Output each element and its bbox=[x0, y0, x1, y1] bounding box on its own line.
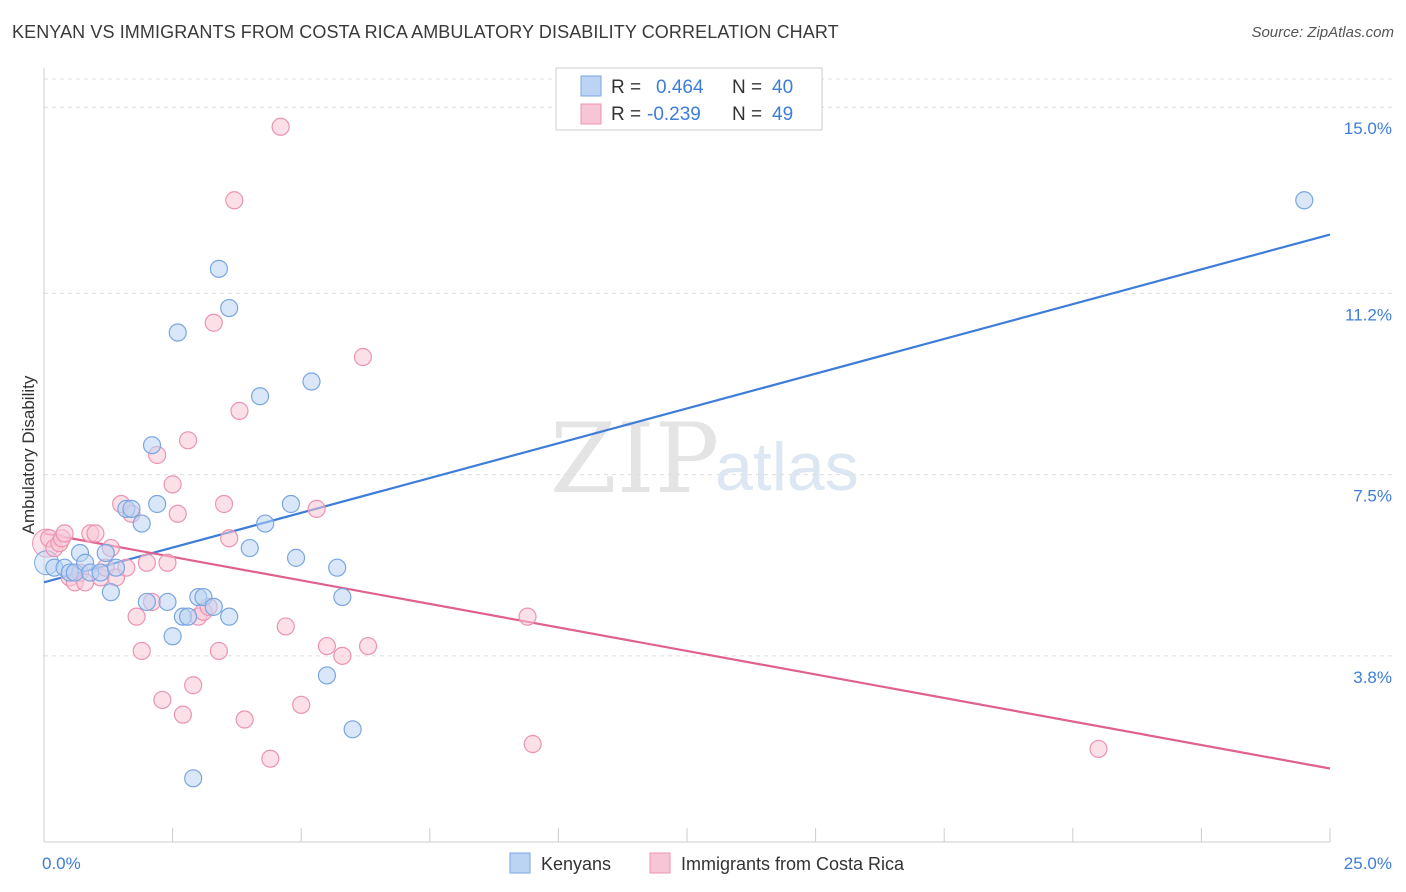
legend-n-value-costa-rica: 49 bbox=[772, 104, 793, 125]
x-tick-label-min: 0.0% bbox=[42, 854, 81, 873]
point-kenyans-29 bbox=[240, 538, 259, 558]
point-costa-rica-20 bbox=[137, 553, 156, 572]
point-kenyans-8 bbox=[96, 543, 115, 563]
chart-title: KENYAN VS IMMIGRANTS FROM COSTA RICA AMB… bbox=[12, 22, 839, 42]
legend-r-value-costa-rica: -0.239 bbox=[647, 104, 701, 125]
point-costa-rica-29 bbox=[184, 676, 203, 695]
point-costa-rica-4 bbox=[55, 524, 74, 543]
legend-r-label-costa-rica: R = bbox=[611, 104, 641, 125]
watermark-zip: ZIP bbox=[550, 403, 719, 515]
point-costa-rica-10 bbox=[86, 524, 105, 543]
point-costa-rica-35 bbox=[214, 494, 234, 514]
point-costa-rica-23 bbox=[153, 690, 172, 710]
point-kenyans-37 bbox=[333, 587, 352, 607]
source-credit: Source: ZipAtlas.com bbox=[1251, 24, 1394, 41]
point-kenyans-28 bbox=[220, 298, 239, 318]
watermark-atlas: atlas bbox=[715, 429, 859, 505]
point-costa-rica-49 bbox=[518, 607, 537, 626]
point-kenyans-38 bbox=[343, 720, 362, 739]
point-kenyans-9 bbox=[101, 583, 120, 602]
point-kenyans-32 bbox=[281, 494, 301, 514]
point-kenyans-31 bbox=[256, 514, 275, 533]
point-kenyans-12 bbox=[122, 499, 141, 518]
bottom-legend-costa-rica: Immigrants from Costa Rica bbox=[681, 854, 905, 874]
point-costa-rica-24 bbox=[158, 553, 177, 572]
point-costa-rica-47 bbox=[353, 347, 373, 367]
legend-n-label-costa-rica: N = bbox=[732, 104, 762, 125]
data-points bbox=[32, 117, 1314, 788]
point-costa-rica-36 bbox=[220, 529, 239, 548]
trend-line-costa-rica bbox=[43, 532, 1331, 770]
point-kenyans-13 bbox=[132, 514, 151, 533]
bottom-legend-kenyans: Kenyans bbox=[541, 854, 611, 874]
x-tick-label-max: 25.0% bbox=[1344, 854, 1392, 873]
series-legend: Kenyans Immigrants from Costa Rica bbox=[509, 852, 905, 874]
point-kenyans-16 bbox=[148, 494, 167, 514]
bottom-legend-swatch-costa-rica bbox=[649, 852, 671, 874]
point-kenyans-21 bbox=[178, 607, 198, 626]
point-costa-rica-28 bbox=[178, 431, 198, 450]
point-kenyans-25 bbox=[204, 597, 223, 616]
point-costa-rica-48 bbox=[358, 636, 378, 656]
point-kenyans-7 bbox=[91, 563, 110, 582]
point-kenyans-30 bbox=[250, 387, 270, 406]
point-costa-rica-34 bbox=[209, 641, 228, 661]
point-kenyans-36 bbox=[328, 558, 347, 577]
point-costa-rica-26 bbox=[168, 504, 187, 523]
point-costa-rica-39 bbox=[235, 710, 254, 729]
legend-r-value-kenyans: 0.464 bbox=[656, 77, 704, 98]
point-costa-rica-18 bbox=[127, 607, 146, 626]
point-kenyans-27 bbox=[220, 607, 239, 626]
point-costa-rica-42 bbox=[276, 617, 295, 636]
point-costa-rica-50 bbox=[523, 734, 542, 754]
point-kenyans-10 bbox=[106, 558, 126, 577]
point-costa-rica-45 bbox=[317, 636, 337, 656]
point-kenyans-22 bbox=[184, 769, 203, 788]
point-kenyans-39 bbox=[1295, 191, 1314, 210]
point-costa-rica-46 bbox=[333, 646, 352, 665]
point-costa-rica-51 bbox=[1089, 739, 1108, 759]
point-costa-rica-38 bbox=[230, 401, 249, 421]
point-costa-rica-19 bbox=[132, 641, 151, 661]
point-kenyans-18 bbox=[163, 627, 182, 646]
point-costa-rica-37 bbox=[225, 191, 244, 210]
point-costa-rica-40 bbox=[261, 749, 280, 768]
y-axis-label: Ambulatory Disability bbox=[19, 375, 38, 534]
point-costa-rica-43 bbox=[292, 695, 311, 714]
point-kenyans-17 bbox=[158, 592, 177, 612]
legend-n-value-kenyans: 40 bbox=[772, 77, 793, 98]
point-costa-rica-25 bbox=[163, 475, 182, 494]
legend-swatch-kenyans bbox=[580, 75, 602, 97]
point-kenyans-34 bbox=[302, 372, 321, 391]
point-kenyans-35 bbox=[317, 666, 337, 685]
y-tick-label-2: 11.2% bbox=[1345, 305, 1392, 324]
y-tick-label-3: 15.0% bbox=[1344, 119, 1392, 138]
point-kenyans-15 bbox=[142, 436, 162, 455]
point-costa-rica-27 bbox=[173, 705, 192, 724]
point-costa-rica-33 bbox=[204, 313, 223, 332]
point-costa-rica-44 bbox=[307, 499, 326, 518]
point-kenyans-33 bbox=[286, 548, 306, 567]
legend-swatch-costa-rica bbox=[580, 103, 602, 125]
y-tick-label-1: 7.5% bbox=[1353, 487, 1392, 506]
y-tick-label-0: 3.8% bbox=[1353, 668, 1392, 687]
axes bbox=[43, 68, 1331, 843]
point-costa-rica-41 bbox=[271, 117, 290, 136]
bottom-legend-swatch-kenyans bbox=[509, 852, 531, 874]
y-tick-labels: 3.8% 7.5% 11.2% 15.0% bbox=[1344, 119, 1392, 687]
point-kenyans-26 bbox=[209, 259, 228, 278]
point-kenyans-14 bbox=[137, 592, 156, 612]
legend-r-label-kenyans: R = bbox=[611, 77, 641, 98]
legend-n-label-kenyans: N = bbox=[732, 77, 762, 98]
point-kenyans-19 bbox=[168, 323, 187, 342]
stats-legend: R = 0.464 N = 40 R = -0.239 N = 49 bbox=[555, 67, 823, 131]
